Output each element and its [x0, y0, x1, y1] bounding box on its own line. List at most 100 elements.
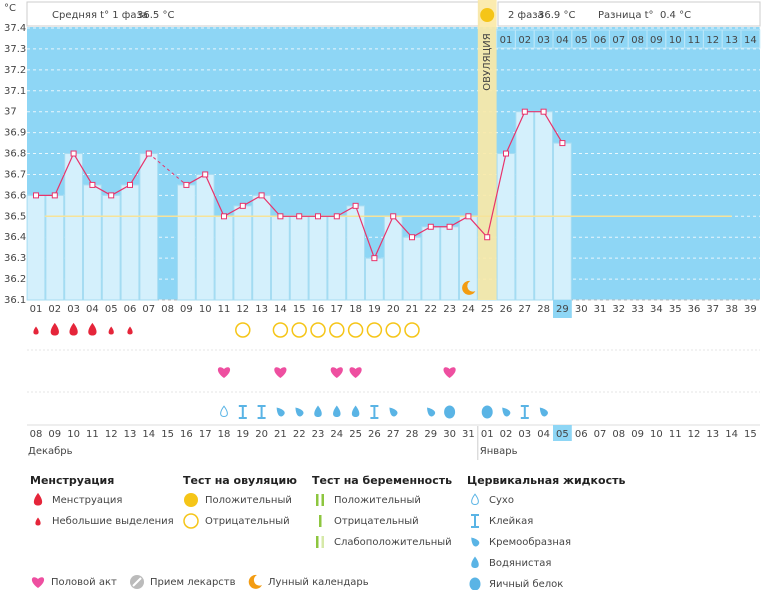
x-tick-label: 25	[481, 304, 494, 315]
legend-title: Менструация	[30, 474, 114, 487]
x-tick-label: 28	[537, 304, 550, 315]
day-bar	[402, 236, 422, 301]
temperature-point	[315, 213, 321, 220]
date-label: 15	[161, 429, 174, 440]
phase2-day: 01	[500, 35, 513, 46]
date-label: 30	[443, 429, 456, 440]
x-tick-label: 24	[462, 304, 475, 315]
day-bar	[534, 111, 554, 301]
cervical-egg-white	[444, 405, 456, 419]
day-bar	[308, 215, 328, 301]
pregnancy-line	[321, 494, 324, 506]
date-label: 15	[744, 429, 757, 440]
ovulation-test-negative	[347, 322, 364, 338]
phase2-day: 07	[612, 35, 625, 46]
y-tick-label: 36.8	[4, 149, 26, 160]
pregnancy-line	[319, 515, 322, 527]
temperature-point	[333, 213, 340, 220]
cervical-watery	[471, 556, 479, 568]
x-tick-label: 03	[67, 304, 80, 315]
cervical-creamy	[389, 407, 398, 417]
temperature-point	[540, 108, 547, 115]
bleeding-light	[127, 326, 133, 335]
pregnancy-line	[321, 536, 324, 548]
cervical-watery	[333, 405, 341, 417]
date-label: 11	[669, 429, 682, 440]
x-tick-label: 37	[706, 304, 719, 315]
day-bar	[177, 184, 196, 301]
temperature-point	[183, 181, 190, 188]
bleeding-heavy	[69, 322, 78, 336]
legend-label: Прием лекарств	[150, 577, 236, 588]
temperature-point	[296, 213, 303, 220]
legend-label: Положительный	[205, 495, 292, 506]
date-label: 29	[424, 429, 437, 440]
temperature-point	[127, 181, 133, 188]
temperature-point	[465, 213, 472, 220]
temperature-point	[51, 192, 58, 199]
temperature-point	[409, 234, 415, 241]
temperature-point	[108, 192, 115, 199]
date-label: 05	[556, 429, 569, 440]
phase2-day: 13	[725, 35, 738, 46]
date-label: 25	[349, 429, 362, 440]
intercourse-heart	[330, 367, 343, 378]
moon	[248, 574, 262, 589]
x-tick-label: 13	[255, 304, 268, 315]
phase1-label: Средняя t° 1 фаза	[52, 10, 148, 21]
temperature-point	[239, 202, 246, 209]
cervical-creamy	[539, 407, 548, 417]
cervical-egg-white	[481, 405, 493, 419]
ovulation-sun	[480, 8, 495, 22]
temperature-point	[277, 213, 284, 220]
date-label: 18	[218, 429, 231, 440]
y-tick-label: 37.2	[4, 65, 26, 76]
phase2-day: 14	[744, 35, 757, 46]
pregnancy-line	[316, 494, 319, 506]
legend-title: Тест на беременность	[312, 474, 452, 487]
ovulation-test-negative	[310, 322, 326, 338]
bleeding-light	[108, 326, 114, 335]
day-bar	[515, 111, 535, 301]
day-bar	[289, 215, 309, 301]
intercourse-heart	[217, 367, 231, 378]
bleeding-heavy	[88, 322, 97, 336]
x-tick-label: 35	[669, 304, 682, 315]
date-label: 12	[688, 429, 701, 440]
cervical-creamy	[276, 407, 285, 417]
date-label: 21	[274, 429, 287, 440]
x-tick-label: 34	[650, 304, 663, 315]
temperature-point	[559, 140, 566, 147]
date-label: 23	[312, 429, 325, 440]
temperature-point	[33, 192, 39, 199]
cervical-sticky	[238, 405, 247, 419]
day-bar	[346, 205, 366, 301]
day-bar	[214, 215, 234, 301]
phase2-day: 09	[650, 35, 663, 46]
y-tick-label: 36.5	[4, 211, 26, 222]
phase2-day-cell	[740, 29, 761, 49]
x-tick-label: 27	[518, 304, 531, 315]
x-tick-label: 39	[744, 304, 757, 315]
difference-value: 0.4 °C	[660, 10, 691, 21]
moon	[462, 280, 476, 295]
legend-label: Кремообразная	[489, 537, 571, 548]
x-tick-label: 10	[199, 304, 212, 315]
y-tick-label: 37.3	[4, 44, 26, 55]
date-label: 17	[199, 429, 212, 440]
date-label: 10	[67, 429, 80, 440]
legend-label: Лунный календарь	[268, 577, 369, 588]
day-bar	[365, 257, 384, 301]
date-label: 14	[725, 429, 738, 440]
y-tick-label: 36.1	[4, 295, 26, 306]
date-label: 13	[124, 429, 137, 440]
x-tick-label: 01	[30, 304, 43, 315]
x-tick-label: 19	[368, 304, 381, 315]
legend-label: Водянистая	[489, 558, 551, 569]
x-tick-label: 05	[105, 304, 118, 315]
date-label: 01	[481, 429, 494, 440]
day-bar	[139, 153, 159, 301]
cervical-dry	[471, 493, 479, 506]
date-label: 13	[706, 429, 719, 440]
x-tick-label: 26	[500, 304, 513, 315]
